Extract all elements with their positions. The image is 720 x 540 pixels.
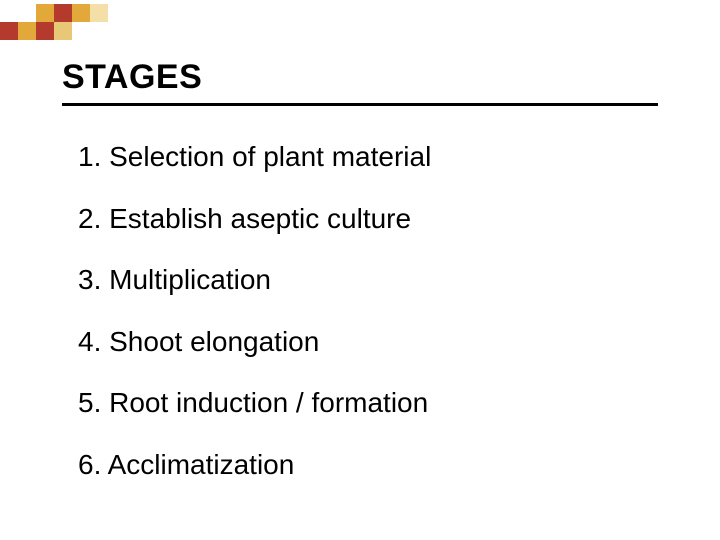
list-item: 5. Root induction / formation [78, 386, 638, 420]
corner-decor [0, 0, 120, 50]
list-item: 2. Establish aseptic culture [78, 202, 638, 236]
title-block: STAGES [62, 58, 658, 106]
list-item: 1. Selection of plant material [78, 140, 638, 174]
list-item: 6. Acclimatization [78, 448, 638, 482]
list-item: 4. Shoot elongation [78, 325, 638, 359]
list-item: 3. Multiplication [78, 263, 638, 297]
stages-list: 1. Selection of plant material 2. Establ… [78, 140, 638, 510]
slide-title: STAGES [62, 58, 658, 103]
title-underline [62, 103, 658, 106]
